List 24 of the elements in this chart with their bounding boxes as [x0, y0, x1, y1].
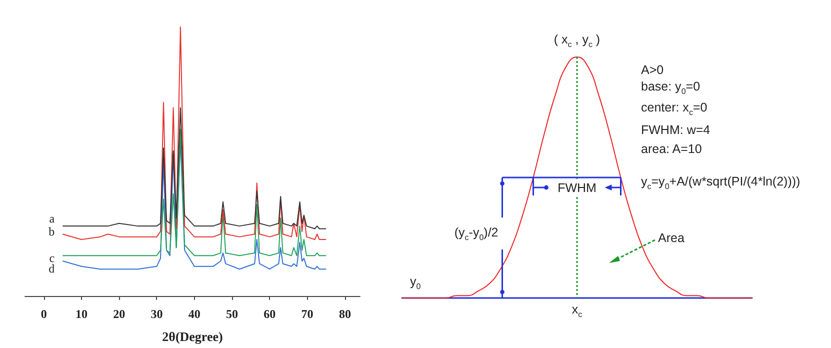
annotation: Area: [658, 231, 684, 245]
annotation: y$_{c}$=y$_{0}$+A/(w*sqrt(PI/(4*ln(2)))): [641, 174, 800, 193]
x-tick-label: 70: [301, 307, 314, 321]
x-tick-label: 20: [113, 307, 126, 321]
text: x$_{c}$: [572, 302, 582, 321]
x-tick-label: 50: [226, 307, 238, 321]
annotation: (y$_{c}$-y$_{0}$)/2: [454, 224, 498, 244]
x-tick-label: 10: [75, 307, 88, 321]
annotation: base: y$_{0}$=0: [641, 79, 700, 98]
x-tick-label: 40: [188, 307, 200, 321]
x-tick-label: 80: [338, 307, 351, 321]
x-tick-label: 0: [40, 307, 47, 321]
text: ( x$_{c}$ , y$_{c}$ ): [554, 32, 600, 51]
annotation: area: A=10: [641, 142, 702, 156]
x-tick-label: 30: [150, 307, 163, 321]
annotation: y$_{0}$: [410, 274, 421, 293]
x-tick-label: 60: [264, 307, 276, 321]
series-label: b: [48, 224, 55, 239]
x-axis-title: 2θ(Degree): [162, 329, 223, 344]
series-label: a: [49, 212, 56, 226]
annotation: A>0: [641, 63, 664, 77]
annotation: center: x$_{c}$=0: [641, 100, 708, 119]
annotation: FWHM: w=4: [641, 123, 710, 137]
annotation: FWHM: [556, 180, 598, 194]
